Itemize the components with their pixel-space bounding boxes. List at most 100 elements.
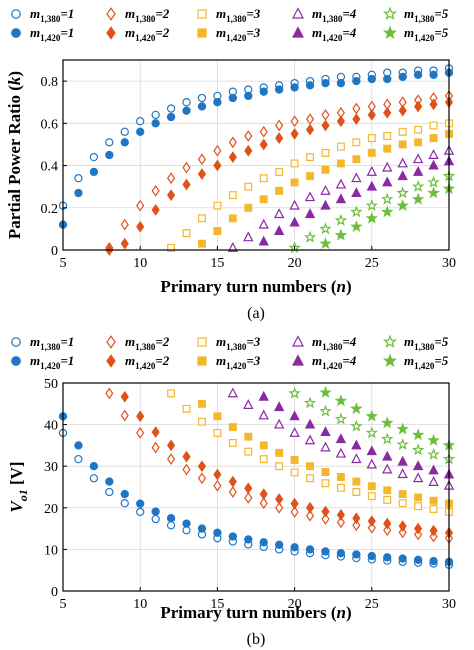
legend-val: =5 (434, 25, 448, 40)
legend-marker (197, 9, 207, 19)
data-point (275, 501, 284, 514)
data-point (213, 144, 222, 157)
data-point (273, 225, 285, 235)
data-point (321, 148, 330, 157)
legend-base: m (30, 353, 40, 368)
data-point (398, 104, 407, 117)
series-triangle-open (227, 144, 455, 252)
x-tick-label: 20 (288, 597, 302, 612)
legend-sub: 1,380 (135, 342, 156, 352)
data-point (335, 447, 347, 458)
data-point (398, 520, 407, 532)
legend-base: m (404, 25, 414, 40)
data-point (411, 180, 425, 192)
legend-val: =4 (342, 6, 356, 21)
data-point (321, 109, 330, 121)
legend-label: m1,420=5 (404, 25, 449, 43)
data-point (414, 125, 423, 134)
legend-item: m1,420=3 (197, 25, 261, 43)
legend-item: m1,420=4 (292, 353, 357, 371)
y-tick-label: 0.2 (41, 202, 59, 217)
legend-val: =4 (342, 353, 356, 368)
data-point (397, 170, 408, 181)
data-point (136, 220, 145, 233)
data-point (352, 138, 361, 147)
legend-val: =5 (434, 6, 448, 21)
data-point (151, 204, 160, 216)
data-point (412, 165, 424, 176)
data-point (321, 119, 330, 132)
series-star-filled (319, 386, 456, 451)
data-point (273, 208, 285, 219)
data-point (350, 402, 363, 415)
data-point (428, 149, 439, 159)
data-point (319, 404, 332, 417)
data-point (151, 426, 160, 438)
data-point (213, 428, 222, 437)
series-circle-filled (58, 68, 454, 229)
data-point (105, 477, 114, 486)
data-point (414, 502, 423, 511)
data-point (336, 548, 346, 558)
data-point (244, 144, 253, 157)
data-point (398, 554, 407, 563)
data-points (58, 64, 456, 256)
data-point (136, 427, 145, 439)
data-point (120, 390, 129, 403)
legend-marker (197, 356, 207, 366)
data-point (334, 394, 348, 407)
data-point (321, 79, 330, 88)
data-point (105, 387, 114, 400)
data-point (305, 545, 315, 554)
data-point (259, 538, 268, 547)
legend-label: m1,420=3 (216, 25, 261, 43)
data-point (336, 516, 346, 529)
data-point (367, 148, 376, 157)
legend-val: =3 (246, 25, 260, 40)
data-point (427, 447, 440, 460)
legend-val: =1 (60, 25, 74, 40)
data-point (336, 159, 345, 168)
data-point (365, 199, 379, 211)
legend-label: m1,380=3 (216, 6, 261, 24)
data-point (428, 159, 439, 170)
legend-item: m1,380=3 (197, 6, 261, 24)
data-point (228, 214, 237, 223)
y-tick-label: 20 (44, 502, 58, 517)
y-tick-label: 40 (44, 419, 58, 434)
data-point (396, 199, 409, 211)
data-point (182, 98, 191, 107)
legend-marker (106, 7, 116, 21)
data-point (398, 72, 407, 82)
data-point (182, 178, 191, 191)
data-point (305, 113, 315, 125)
data-point (320, 441, 331, 452)
series-star-filled (319, 182, 456, 249)
data-point (274, 540, 284, 549)
data-point (228, 475, 237, 488)
data-point (228, 93, 238, 103)
series-star-open (288, 169, 456, 254)
data-point (120, 499, 129, 508)
data-point (398, 490, 407, 499)
data-point (429, 505, 438, 514)
series-triangle-open (227, 387, 455, 490)
data-point (365, 211, 379, 224)
y-axis-label: Partial Power Ratio (k) (5, 71, 24, 239)
data-point (429, 134, 438, 143)
data-point (366, 165, 377, 176)
data-point (136, 127, 145, 136)
data-point (289, 427, 300, 437)
data-point (382, 161, 393, 172)
data-point (228, 486, 237, 498)
x-tick-label: 15 (210, 597, 224, 612)
legend-marker (11, 28, 21, 38)
legend-sub: 1,380 (414, 14, 435, 24)
legend-base: m (312, 6, 322, 21)
ticks: 5 10 15 20 25 30 0 0.2 0.4 0.6 0.8 (41, 75, 457, 271)
data-point (367, 515, 376, 527)
data-point (367, 134, 376, 143)
data-point (290, 468, 299, 477)
legend-val: =1 (60, 6, 74, 21)
data-point (136, 410, 145, 423)
